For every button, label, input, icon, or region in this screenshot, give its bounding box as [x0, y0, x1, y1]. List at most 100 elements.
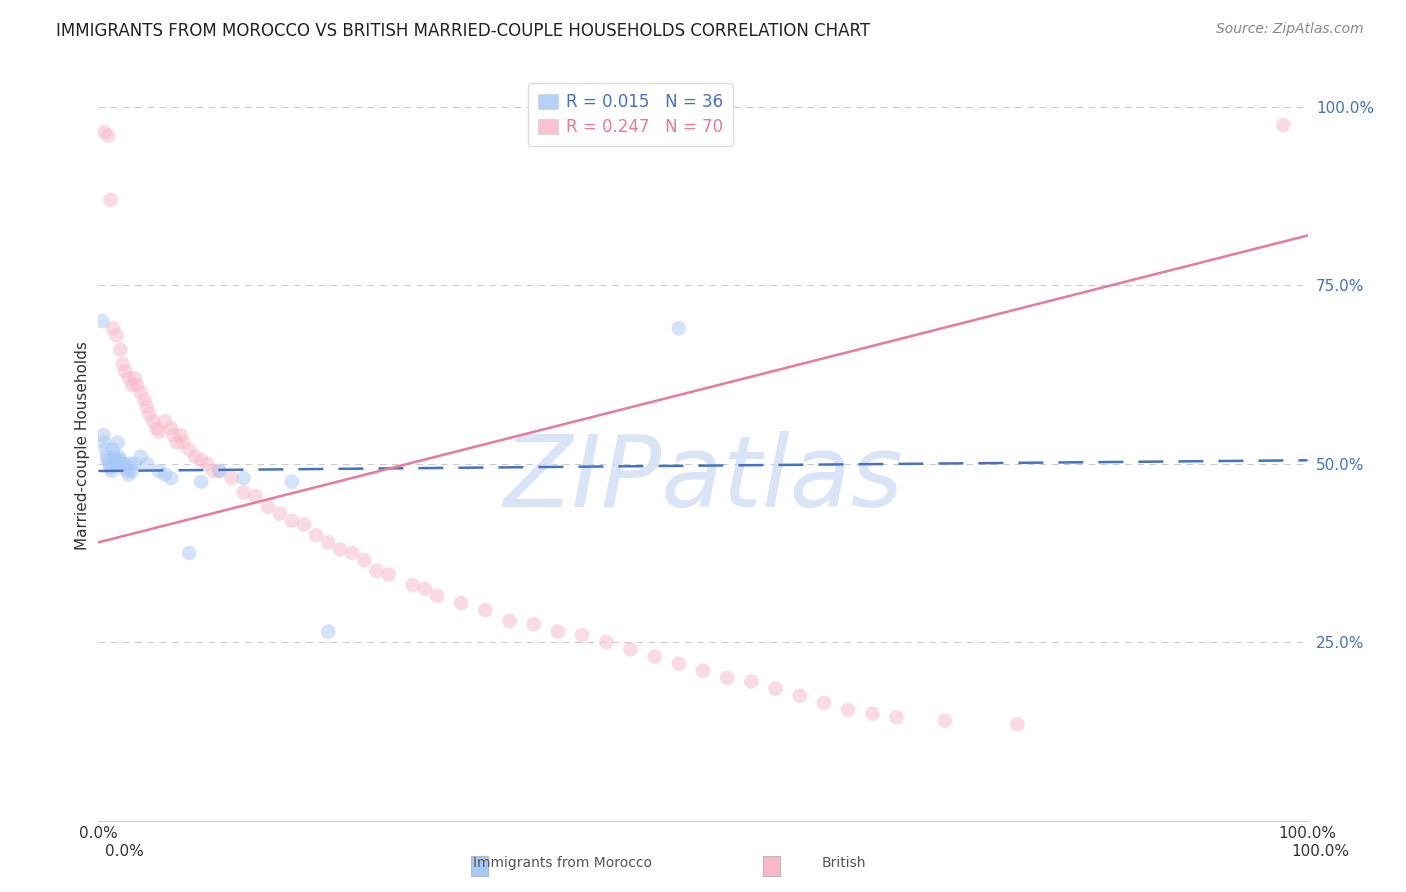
Point — [202, 464, 225, 478]
Point — [232, 485, 254, 500]
Point — [195, 457, 218, 471]
Point — [860, 706, 883, 721]
Text: Immigrants from Morocco: Immigrants from Morocco — [472, 855, 652, 870]
Point — [148, 464, 170, 478]
Point — [129, 385, 152, 400]
Point — [426, 589, 449, 603]
Point — [269, 507, 291, 521]
Point — [172, 435, 194, 450]
Point — [256, 500, 278, 514]
Point — [342, 546, 364, 560]
Point — [644, 649, 666, 664]
Point — [105, 328, 128, 343]
Point — [124, 371, 146, 385]
Point — [619, 642, 641, 657]
Point — [153, 467, 176, 482]
Point — [111, 460, 134, 475]
Point — [402, 578, 425, 592]
Point — [353, 553, 375, 567]
Point — [329, 542, 352, 557]
Point — [135, 457, 157, 471]
Point — [135, 400, 157, 414]
Point — [121, 378, 143, 392]
Point — [934, 714, 956, 728]
Point — [100, 193, 122, 207]
Point — [316, 624, 339, 639]
Y-axis label: Married-couple Households: Married-couple Households — [75, 342, 90, 550]
Point — [110, 457, 132, 471]
Point — [91, 314, 114, 328]
Point — [413, 582, 436, 596]
Point — [498, 614, 520, 628]
Point — [523, 617, 546, 632]
Point — [111, 357, 134, 371]
Point — [179, 546, 201, 560]
Point — [118, 467, 141, 482]
Point — [100, 464, 122, 478]
Point — [450, 596, 472, 610]
Point — [93, 435, 115, 450]
Point — [716, 671, 738, 685]
Point — [97, 128, 120, 143]
Point — [281, 475, 304, 489]
Point — [245, 489, 267, 503]
Point — [208, 464, 231, 478]
Point — [108, 343, 131, 357]
Point — [100, 460, 122, 475]
Point — [101, 442, 124, 457]
Point — [1272, 118, 1295, 132]
Point — [117, 464, 139, 478]
Point — [813, 696, 835, 710]
Legend: R = 0.015   N = 36, R = 0.247   N = 70: R = 0.015 N = 36, R = 0.247 N = 70 — [527, 84, 733, 146]
Point — [138, 407, 160, 421]
Point — [101, 321, 124, 335]
Point — [668, 657, 690, 671]
Point — [108, 453, 131, 467]
Point — [162, 428, 184, 442]
Point — [118, 371, 141, 385]
Point — [366, 564, 388, 578]
Point — [160, 421, 183, 435]
Point — [232, 471, 254, 485]
Point — [118, 457, 141, 471]
Point — [789, 689, 811, 703]
Text: IMMIGRANTS FROM MOROCCO VS BRITISH MARRIED-COUPLE HOUSEHOLDS CORRELATION CHART: IMMIGRANTS FROM MOROCCO VS BRITISH MARRI… — [56, 22, 870, 40]
Point — [134, 392, 156, 407]
Text: 0.0%: 0.0% — [105, 845, 145, 859]
Point — [96, 450, 118, 464]
Point — [153, 414, 176, 428]
Point — [1007, 717, 1029, 731]
Point — [208, 464, 231, 478]
Point — [474, 603, 496, 617]
Point — [103, 450, 125, 464]
Point — [765, 681, 787, 696]
Point — [668, 321, 690, 335]
Point — [571, 628, 593, 642]
Point — [97, 453, 120, 467]
Point — [190, 453, 212, 467]
Point — [169, 428, 191, 442]
Point — [145, 421, 167, 435]
Point — [595, 635, 617, 649]
Point — [316, 535, 339, 549]
Point — [281, 514, 304, 528]
Point — [184, 450, 207, 464]
Point — [740, 674, 762, 689]
Point — [114, 457, 136, 471]
Point — [377, 567, 399, 582]
Text: Source: ZipAtlas.com: Source: ZipAtlas.com — [1216, 22, 1364, 37]
Text: British: British — [821, 855, 866, 870]
Point — [107, 435, 129, 450]
Point — [148, 425, 170, 439]
Point — [91, 428, 114, 442]
Text: ZIPatlas: ZIPatlas — [503, 431, 903, 528]
Point — [190, 475, 212, 489]
Point — [886, 710, 908, 724]
Point — [108, 450, 131, 464]
Point — [305, 528, 328, 542]
Point — [837, 703, 859, 717]
Point — [94, 442, 117, 457]
Point — [547, 624, 569, 639]
Point — [160, 471, 183, 485]
Point — [292, 517, 315, 532]
